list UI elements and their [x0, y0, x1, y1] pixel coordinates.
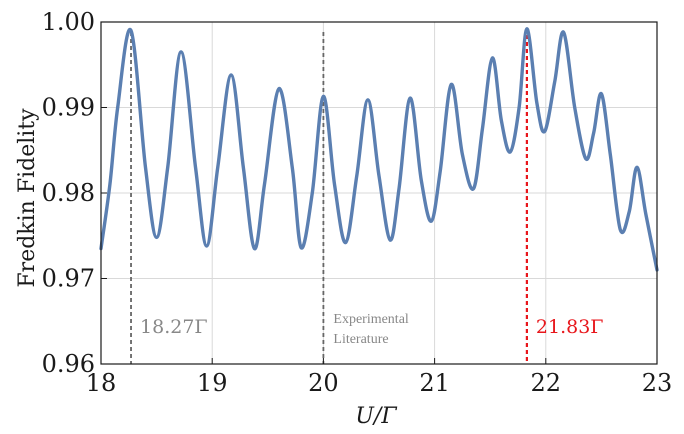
x-tick-label: 23: [642, 369, 673, 397]
annotation-markers: [130, 28, 528, 364]
x-tick-label: 20: [308, 369, 339, 397]
y-tick-label: 0.98: [42, 179, 95, 207]
grid-lines: [101, 22, 657, 364]
annotation-label: Literature: [333, 332, 388, 347]
x-tick-label: 22: [531, 369, 562, 397]
y-axis-title: Fredkin Fidelity: [15, 108, 40, 288]
x-tick-label: 19: [197, 369, 228, 397]
x-tick-label: 21: [419, 369, 450, 397]
y-tick-label: 1.00: [42, 8, 95, 36]
fidelity-series-line: [99, 27, 659, 272]
x-axis-title: U/Γ: [355, 404, 397, 429]
annotation-label: 21.83Γ: [536, 316, 604, 338]
x-tick-label: 18: [86, 369, 117, 397]
annotation-label: Experimental: [333, 312, 409, 327]
y-tick-label: 0.99: [42, 94, 95, 122]
series-group: [99, 27, 659, 272]
y-tick-label: 0.96: [42, 350, 95, 378]
annotation-labels: 18.27Γ Experimental Literature 21.83Γ: [140, 312, 603, 347]
y-tick-label: 0.97: [42, 265, 95, 293]
axis-ticks: 18 19 20 21 22 23 0.96 0.97 0.98 0.99 1.00: [42, 8, 673, 397]
annotation-label: 18.27Γ: [140, 316, 208, 338]
